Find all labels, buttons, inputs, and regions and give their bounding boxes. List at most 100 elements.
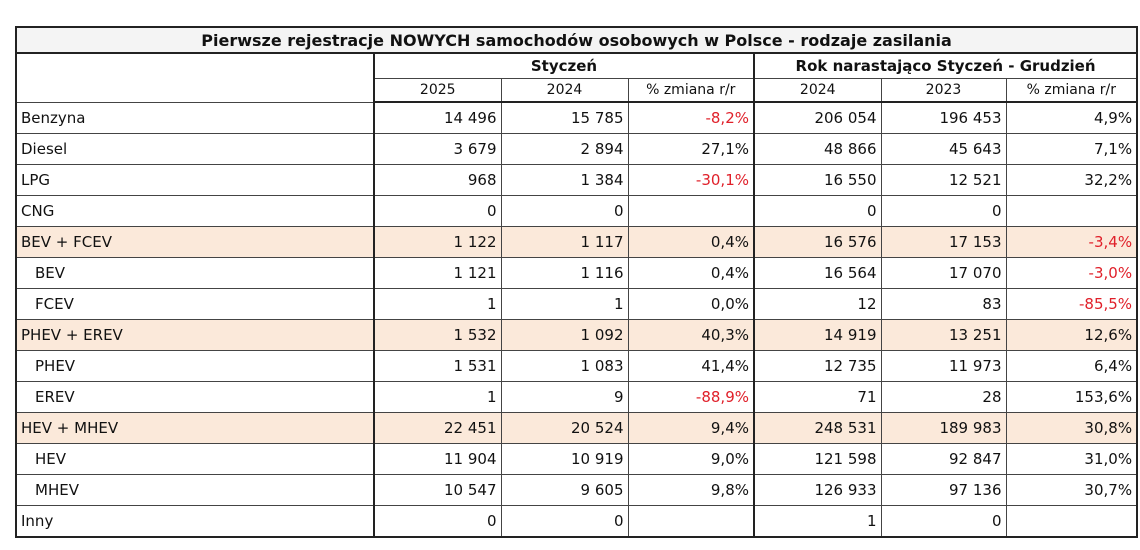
value-cell: 0 [753,195,882,227]
column-header-row: 2025 2024 % zmiana r/r 2024 2023 % zmian… [16,78,1138,103]
change-cell: 9,8% [627,474,755,506]
row-label: BEV + FCEV [15,226,375,258]
change-cell: 30,8% [1005,412,1138,444]
group-header-row: Styczeń Rok narastająco Styczeń - Grudzi… [15,52,1138,103]
value-cell: 13 251 [880,319,1007,351]
change-cell: 27,1% [627,133,755,165]
value-cell: 12 521 [880,164,1007,196]
row-label: Inny [15,505,375,538]
column-header: % zmiana r/r [627,78,755,103]
value-cell: 83 [880,288,1007,320]
change-cell: 0,0% [627,288,755,320]
value-cell: 15 785 [500,101,629,134]
value-cell: 126 933 [753,474,882,506]
value-cell: 1 [500,288,629,320]
table-row: HEV + MHEV 22 451 20 524 9,4% 248 531 189 983… [15,412,1138,444]
change-cell: 31,0% [1005,443,1138,475]
value-cell: 12 [753,288,882,320]
value-cell: 3 679 [373,133,502,165]
group-header-ytd: Rok narastająco Styczeń - Grudzień [752,52,1138,79]
value-cell: 196 453 [880,101,1007,134]
table-row: Benzyna 14 496 15 785 -8,2% 206 054 196 453 4,… [15,101,1138,134]
value-cell: 11 973 [880,350,1007,382]
column-header: 2025 [373,78,502,103]
label-header [15,52,375,103]
value-cell: 1 117 [500,226,629,258]
value-cell: 0 [373,505,502,538]
value-cell: 22 451 [373,412,502,444]
change-cell: 9,0% [627,443,755,475]
change-cell: 9,4% [627,412,755,444]
table-title: Pierwsze rejestracje NOWYCH samochodów o… [15,26,1138,54]
value-cell: 0 [500,195,629,227]
title-row: Pierwsze rejestracje NOWYCH samochodów o… [15,26,1138,54]
table-row: BEV + FCEV 1 122 1 117 0,4% 16 576 17 153 -3,4… [15,226,1138,258]
value-cell: 0 [880,505,1007,538]
table-row: Inny 0 0 1 0 [15,505,1138,538]
value-cell: 248 531 [753,412,882,444]
row-label: PHEV + EREV [15,319,375,351]
value-cell: 1 092 [500,319,629,351]
row-label: HEV + MHEV [15,412,375,444]
value-cell: 1 384 [500,164,629,196]
column-header: 2024 [753,78,882,103]
value-cell: 0 [880,195,1007,227]
change-cell: 41,4% [627,350,755,382]
value-cell: 1 116 [500,257,629,289]
value-cell: 12 735 [753,350,882,382]
row-label: EREV [15,381,375,413]
table-row: LPG 968 1 384 -30,1% 16 550 12 521 32,2% [15,164,1138,196]
change-cell: -8,2% [627,101,755,134]
value-cell: 10 547 [373,474,502,506]
change-cell: 153,6% [1005,381,1138,413]
row-label: Diesel [15,133,375,165]
value-cell: 1 531 [373,350,502,382]
value-cell: 17 153 [880,226,1007,258]
value-cell: 11 904 [373,443,502,475]
change-cell: 32,2% [1005,164,1138,196]
value-cell: 189 983 [880,412,1007,444]
value-cell: 14 496 [373,101,502,134]
table-row: HEV 11 904 10 919 9,0% 121 598 92 847 31,0% [15,443,1138,475]
value-cell: 16 550 [753,164,882,196]
row-label: LPG [15,164,375,196]
value-cell: 1 121 [373,257,502,289]
value-cell: 0 [373,195,502,227]
value-cell: 9 605 [500,474,629,506]
column-header: % zmiana r/r [1005,78,1138,103]
value-cell: 1 [373,381,502,413]
table-row: CNG 0 0 0 0 [15,195,1138,227]
change-cell: -85,5% [1005,288,1138,320]
change-cell: -3,4% [1005,226,1138,258]
value-cell: 0 [500,505,629,538]
table-row: BEV 1 121 1 116 0,4% 16 564 17 070 -3,0% [15,257,1138,289]
value-cell: 1 122 [373,226,502,258]
registrations-table: Pierwsze rejestracje NOWYCH samochodów o… [15,26,1139,538]
change-cell [627,505,755,538]
value-cell: 45 643 [880,133,1007,165]
value-cell: 1 [753,505,882,538]
value-cell: 16 576 [753,226,882,258]
change-cell [627,195,755,227]
row-label: FCEV [15,288,375,320]
change-cell [1005,505,1138,538]
table-row: Diesel 3 679 2 894 27,1% 48 866 45 643 7,1% [15,133,1138,165]
value-cell: 10 919 [500,443,629,475]
table-row: PHEV + EREV 1 532 1 092 40,3% 14 919 13 251 12… [15,319,1138,351]
value-cell: 1 [373,288,502,320]
table-row: EREV 1 9 -88,9% 71 28 153,6% [15,381,1138,413]
row-label: CNG [15,195,375,227]
group-header-month: Styczeń [373,52,755,79]
value-cell: 17 070 [880,257,1007,289]
change-cell: 6,4% [1005,350,1138,382]
change-cell: 30,7% [1005,474,1138,506]
value-cell: 16 564 [753,257,882,289]
change-cell: -3,0% [1005,257,1138,289]
value-cell: 20 524 [500,412,629,444]
change-cell: 0,4% [627,226,755,258]
value-cell: 92 847 [880,443,1007,475]
value-cell: 28 [880,381,1007,413]
value-cell: 121 598 [753,443,882,475]
row-label: BEV [15,257,375,289]
value-cell: 14 919 [753,319,882,351]
